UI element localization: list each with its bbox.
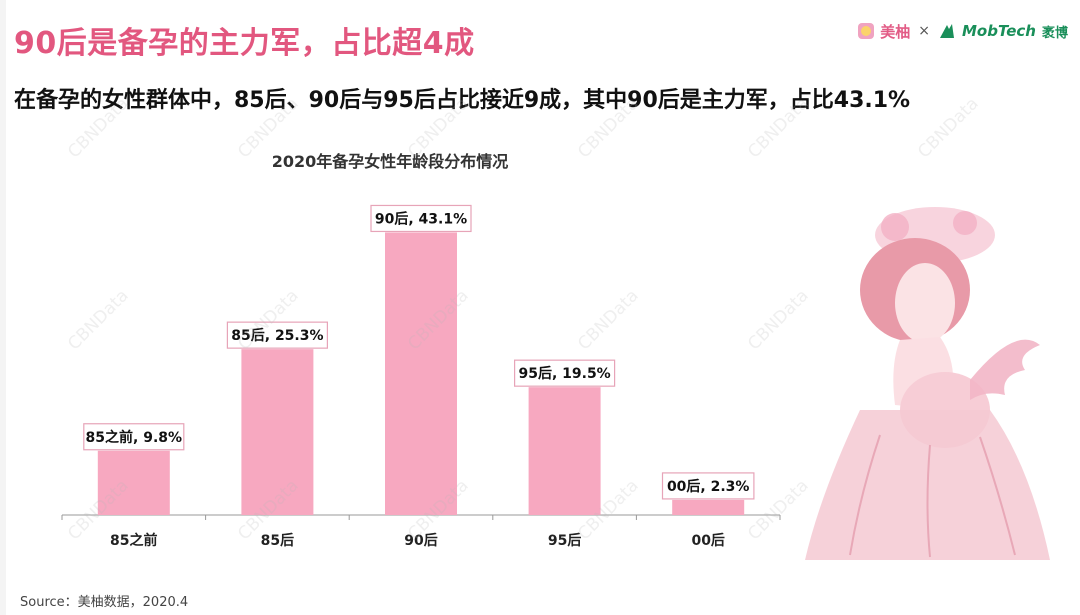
data-label: 00后, 2.3% — [667, 478, 750, 495]
mobtech-logo-text: MobTech — [961, 22, 1036, 40]
page-title: 90后是备孕的主力军，占比超4成 — [14, 26, 475, 61]
data-label: 95后, 19.5% — [518, 365, 610, 382]
data-label-box — [370, 204, 472, 233]
bar — [528, 387, 601, 515]
bar — [385, 232, 457, 515]
slide-edge — [0, 0, 6, 615]
mobtech-logo-cn: 袤博 — [1041, 25, 1068, 41]
pregnant-woman-illustration — [805, 207, 1050, 560]
data-label: 85后, 25.3% — [231, 327, 323, 344]
bar — [672, 499, 745, 515]
data-label-box — [83, 423, 185, 451]
chart-title: 2020年备孕女性年龄段分布情况 — [271, 152, 509, 171]
logo-bar: 美柚 × MobTech 袤博 — [858, 18, 1068, 44]
x-tick-label: 85之前 — [110, 532, 157, 549]
data-label-box — [661, 472, 755, 500]
x-tick-label: 00后 — [691, 532, 724, 549]
bar — [97, 450, 170, 515]
logo-separator: × — [918, 23, 930, 39]
bar — [241, 349, 314, 515]
data-label: 90后, 43.1% — [375, 210, 467, 227]
x-tick-label: 90后 — [404, 532, 437, 549]
data-label: 85之前, 9.8% — [86, 429, 183, 446]
data-label-box — [226, 321, 328, 349]
page-subtitle: 在备孕的女性群体中，85后、90后与95后占比接近9成，其中90后是主力军，占比… — [14, 88, 911, 113]
meiyou-logo-text: 美柚 — [880, 22, 911, 41]
source-note: Source：美柚数据，2020.4 — [20, 595, 189, 610]
x-tick-label: 85后 — [261, 532, 294, 549]
meiyou-logo-icon — [858, 23, 875, 39]
watermark: CBNData — [914, 93, 983, 163]
data-label-box — [513, 359, 616, 387]
bar-chart: 85之前 85之前, 9.8% 85后 85后, 25.3% 90后 90后, 43.1%… — [61, 204, 781, 549]
mobtech-logo-icon — [939, 24, 954, 38]
x-tick-label: 95后 — [548, 532, 581, 549]
